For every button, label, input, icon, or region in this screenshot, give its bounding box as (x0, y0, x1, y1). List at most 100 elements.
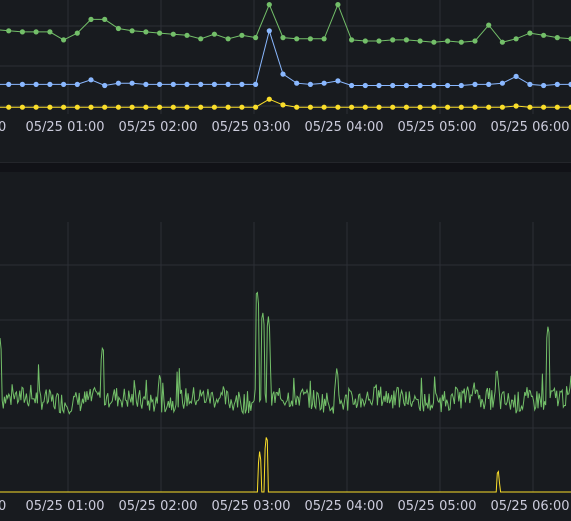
top-series-point-yellow (61, 104, 67, 110)
top-series-point-yellow (143, 104, 149, 110)
top-series-point-yellow (102, 104, 108, 110)
top-series-point-blue (445, 82, 451, 89)
top-series-point-yellow (157, 104, 163, 110)
top-x-tick-label: 05/25 01:00 (25, 120, 104, 135)
bottom-x-tick-label: 05/25 04:00 (304, 499, 383, 514)
top-series-point-blue (513, 73, 519, 79)
top-series-point-blue (170, 81, 176, 87)
bottom-time-series-panel[interactable]: 00 05/25 01:00 05/25 02:00 05/25 03:00 05/25… (0, 172, 571, 521)
top-series-point-green (472, 38, 478, 44)
top-series-point-green (74, 30, 80, 36)
bottom-x-tick-label: 05/25 01:00 (25, 499, 104, 514)
top-series-point-blue (335, 78, 341, 84)
top-series-point-blue (472, 81, 478, 87)
top-series-point-blue (61, 81, 67, 87)
top-x-tick-label: 05/25 02:00 (118, 120, 197, 135)
top-series-point-blue (541, 82, 547, 89)
top-series-point-yellow (239, 104, 245, 110)
panel-separator (0, 162, 571, 173)
top-series-point-green (6, 28, 12, 34)
top-series-point-green (513, 36, 519, 42)
top-series-point-blue (211, 81, 217, 87)
bottom-chart-x-axis: 00 05/25 01:00 05/25 02:00 05/25 03:00 05/25… (0, 499, 570, 514)
top-series-point-yellow (170, 104, 176, 110)
top-series-point-green (61, 37, 67, 43)
top-series-point-yellow (6, 104, 12, 110)
top-series-point-yellow (266, 96, 272, 102)
top-series-point-green (362, 38, 368, 44)
top-series-point-yellow (431, 104, 437, 110)
top-series-point-green (486, 22, 492, 28)
top-series-point-blue (225, 81, 231, 87)
top-series-point-green (102, 16, 108, 22)
top-series-point-yellow (458, 104, 464, 110)
top-series-point-green (88, 16, 94, 22)
top-series-point-blue (6, 81, 12, 87)
bottom-chart-series (0, 291, 571, 493)
top-chart-x-axis: 00 05/25 01:00 05/25 02:00 05/25 03:00 05/25… (0, 120, 570, 135)
top-time-series-panel[interactable]: 00 05/25 01:00 05/25 02:00 05/25 03:00 05/25… (0, 0, 571, 162)
top-series-point-blue (376, 82, 382, 89)
top-series-point-green (403, 37, 409, 43)
top-series-point-yellow (129, 104, 135, 110)
top-series-point-green (225, 36, 231, 42)
top-series-point-blue (568, 81, 571, 87)
top-series-point-green (499, 39, 505, 45)
top-series-point-blue (266, 28, 272, 34)
top-series-point-green (349, 37, 355, 43)
top-series-point-yellow (74, 104, 80, 110)
top-series-point-blue (486, 81, 492, 87)
top-series-point-green (458, 39, 464, 45)
top-series-point-green (527, 30, 533, 36)
top-series-point-yellow (568, 104, 571, 110)
bottom-chart-svg[interactable]: 00 05/25 01:00 05/25 02:00 05/25 03:00 05/25… (0, 172, 571, 521)
top-series-point-yellow (198, 104, 204, 110)
top-series-point-yellow (280, 102, 286, 108)
top-series-point-green (390, 37, 396, 43)
top-series-point-blue (184, 81, 190, 87)
top-x-tick-label: 05/25 06:00 (490, 120, 569, 135)
bottom-x-tick-label: 00 (0, 499, 6, 514)
top-series-point-blue (88, 77, 94, 83)
top-x-tick-label: 05/25 03:00 (211, 120, 290, 135)
top-series-point-yellow (362, 104, 368, 110)
top-series-point-green (335, 2, 341, 8)
top-series-line-green (0, 3, 571, 43)
top-series-point-yellow (211, 104, 217, 110)
top-series-point-yellow (33, 104, 39, 110)
top-x-tick-label: 05/25 04:00 (304, 120, 383, 135)
top-series-point-green (321, 36, 327, 42)
bottom-x-tick-label: 05/25 06:00 (490, 499, 569, 514)
top-series-point-blue (129, 80, 135, 86)
top-series-point-green (541, 32, 547, 38)
top-series-point-blue (554, 81, 560, 87)
top-series-point-green (554, 35, 560, 41)
top-series-point-blue (198, 81, 204, 87)
top-series-point-green (417, 38, 423, 44)
top-series-point-blue (280, 71, 286, 77)
top-series-point-blue (47, 81, 53, 87)
top-series-point-yellow (19, 104, 25, 110)
top-series-point-blue (403, 82, 409, 89)
top-series-point-green (129, 28, 135, 34)
bottom-chart-grid (0, 222, 571, 492)
top-series-point-blue (74, 81, 80, 87)
top-series-point-yellow (403, 104, 409, 110)
top-series-point-yellow (445, 104, 451, 110)
top-series-point-green (157, 30, 163, 36)
top-series-point-green (568, 36, 571, 42)
top-series-point-green (19, 29, 25, 35)
top-series-point-yellow (472, 104, 478, 110)
top-chart-svg[interactable]: 00 05/25 01:00 05/25 02:00 05/25 03:00 05/25… (0, 0, 571, 162)
bottom-series-line-yellow (0, 437, 571, 493)
top-series-line-blue (0, 28, 571, 87)
top-series-point-yellow (335, 104, 341, 110)
top-x-tick-label: 05/25 05:00 (397, 120, 476, 135)
bottom-x-tick-label: 05/25 03:00 (211, 499, 290, 514)
top-series-point-green (33, 29, 39, 35)
top-series-point-yellow (390, 104, 396, 110)
top-series-point-yellow (321, 104, 327, 110)
top-series-point-green (211, 31, 217, 37)
top-chart-grid (0, 0, 571, 114)
